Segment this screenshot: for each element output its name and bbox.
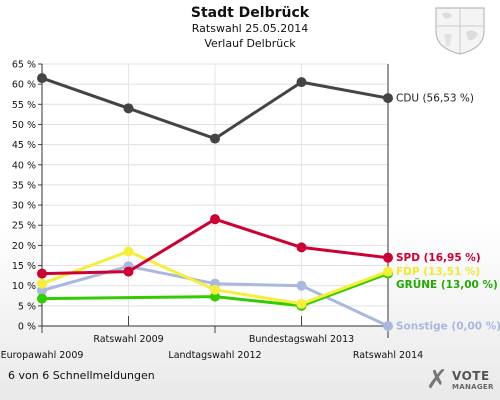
data-point-spd <box>383 252 393 263</box>
data-point-sonstige <box>37 285 47 296</box>
data-point-grüne <box>37 293 47 304</box>
y-tick-label: 10 % <box>12 281 36 292</box>
data-point-fdp <box>123 246 134 257</box>
series-end-label-sonstige: Sonstige (0,00 %) <box>396 321 500 333</box>
data-point-cdu <box>383 93 393 104</box>
series-group <box>37 73 393 331</box>
y-tick-label: 50 % <box>12 120 36 131</box>
vote-logo-icon: ✗ <box>426 365 448 395</box>
chart-subtitle-2: Verlauf Delbrück <box>204 37 296 50</box>
x-tick-label: Europawahl 2009 <box>1 350 84 361</box>
data-point-spd <box>37 268 47 279</box>
chart-subtitle: Ratswahl 25.05.2014 <box>191 22 309 35</box>
series-end-label-grüne: GRÜNE (13,00 %) <box>396 277 498 291</box>
data-point-fdp <box>37 278 47 289</box>
coat-of-arms-icon <box>435 7 485 55</box>
y-tick-label: 25 % <box>12 221 36 232</box>
data-point-spd <box>123 266 134 277</box>
data-point-grüne <box>210 291 220 302</box>
chart-title: Stadt Delbrück <box>190 5 310 21</box>
data-point-sonstige <box>296 280 307 291</box>
footer-status-text: 6 von 6 Schnellmeldungen <box>8 369 155 382</box>
y-tick-label: 20 % <box>12 241 36 252</box>
data-point-sonstige <box>383 321 393 331</box>
y-tick-label: 30 % <box>12 201 36 212</box>
data-point-fdp <box>296 298 307 309</box>
y-tick-label: 45 % <box>12 140 36 151</box>
data-point-spd <box>210 214 220 225</box>
y-tick-label: 60 % <box>12 80 36 91</box>
data-point-fdp <box>383 266 393 277</box>
y-axis: 0 % 5 % 10 % 15 % 20 % 25 % 30 % 35 % 40 % 45 % 50… <box>12 60 389 338</box>
x-tick-label: Ratswahl 2014 <box>353 350 423 361</box>
x-axis: Europawahl 2009 Ratswahl 2009 Landtagswahl… <box>1 316 423 361</box>
y-tick-label: 15 % <box>12 261 36 272</box>
series-labels: CDU (56,53 %) SPD (16,95 %) FDP (13,51 %)G… <box>396 93 500 333</box>
y-tick-label: 0 % <box>18 322 36 333</box>
x-tick-label: Landtagswahl 2012 <box>168 350 261 361</box>
data-point-cdu <box>37 73 47 84</box>
data-point-fdp <box>210 284 220 295</box>
y-tick-label: 5 % <box>18 301 36 312</box>
data-point-cdu <box>210 133 220 144</box>
series-end-label-spd: SPD (16,95 %) <box>396 252 481 264</box>
y-tick-label: 55 % <box>12 100 36 111</box>
x-tick-label: Bundestagswahl 2013 <box>249 334 354 345</box>
logo-word-manager: MANAGER <box>452 383 494 391</box>
data-point-cdu <box>123 103 134 114</box>
x-tick-label: Ratswahl 2009 <box>93 334 163 345</box>
y-tick-label: 40 % <box>12 160 36 171</box>
y-tick-label: 65 % <box>12 60 36 71</box>
series-line-grüne <box>41 272 389 308</box>
data-point-cdu <box>296 77 307 88</box>
votemanager-logo: ✗ VOTE MANAGER <box>426 366 496 396</box>
y-tick-label: 35 % <box>12 180 36 191</box>
logo-word-vote: VOTE <box>452 369 490 383</box>
data-point-spd <box>296 242 307 253</box>
series-end-label-fdp: FDP (13,51 %) <box>396 266 480 278</box>
series-end-label-cdu: CDU (56,53 %) <box>396 93 474 105</box>
